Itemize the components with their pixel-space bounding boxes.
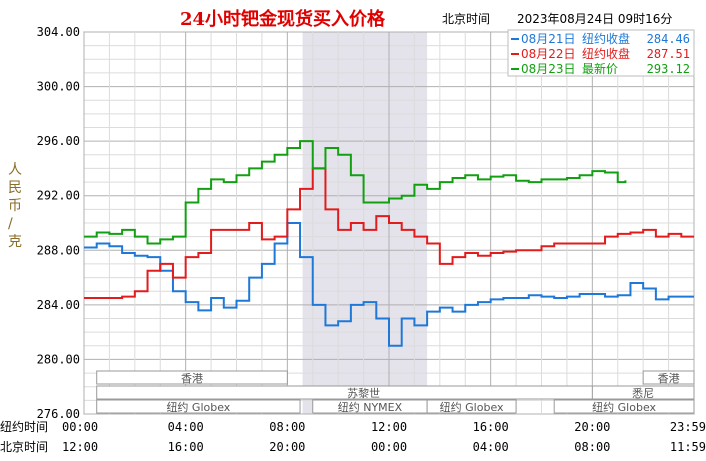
y-tick-label: 284.00 [37,298,80,312]
session-zurich-label: 苏黎世 [347,386,380,400]
y-axis-label-char: 克 [8,234,22,250]
time-tick-label: 08:00 [574,440,610,454]
time-tick-label: 11:59 [670,440,706,454]
session-globex-2-bar [426,399,517,414]
y-tick-label: 296.00 [37,134,80,148]
y-axis-label-char: 币 [8,198,22,214]
y-axis-label-char: / [8,216,13,232]
y-tick-label: 288.00 [37,243,80,257]
time-tick-label: 16:00 [168,440,204,454]
time-tick-label: 12:00 [371,420,407,434]
time-row-label: 北京时间 [0,440,48,454]
time-tick-label: 00:00 [62,420,98,434]
legend-value: 293.12 [647,62,690,76]
time-tick-label: 00:00 [371,440,407,454]
series-line-08月23日 [84,140,627,245]
y-axis-label: 人民币 / 克 [8,162,22,250]
time-row-label: 纽约时间 [0,419,48,434]
legend-date: 08月22日 [521,47,576,61]
y-tick-labels: 276.00 280.00 284.00 288.00 292.00 296.00 300.… [37,25,80,421]
series-lines [84,140,694,347]
time-tick-label: 12:00 [62,440,98,454]
timezone-label: 北京时间 [442,12,490,26]
y-axis-label-char: 人 [8,162,22,178]
session-globex-1-label: 纽约 Globex [166,400,230,414]
time-tick-label: 04:00 [473,440,509,454]
chart-title: 24小时钯金现货买入价格 [180,8,386,30]
time-tick-label: 08:00 [269,420,305,434]
legend-date: 08月23日 [521,62,576,76]
time-tick-label: 20:00 [269,440,305,454]
y-tick-label: 280.00 [37,352,80,366]
session-globex-2-label: 纽约 Globex [440,400,504,414]
time-tick-label: 16:00 [473,420,509,434]
y-tick-label: 276.00 [37,407,80,421]
session-hongkong-bar [96,370,288,385]
y-tick-label: 292.00 [37,189,80,203]
session-globex-3-label: 纽约 Globex [592,400,656,414]
timestamp: 2023年08月24日 09时16分 [517,12,672,26]
session-globex-1-bar [96,399,301,414]
time-tick-label: 20:00 [574,420,610,434]
time-tick-label: 23:59 [670,420,706,434]
y-axis-label-char: 民 [8,180,22,196]
legend-value: 287.51 [647,47,690,61]
legend-label: 纽约收盘 [582,46,630,61]
series-line-08月22日 [84,167,694,300]
time-tick-label: 04:00 [168,420,204,434]
legend: 08月21日 纽约收盘 284.46 08月22日 纽约收盘 287.51 08月23日 最新… [507,29,695,77]
session-sydney-bar [591,385,695,400]
session-hongkong-2-bar [642,370,695,385]
session-sydney-label: 悉尼 [632,387,654,400]
session-globex-3-bar [553,399,695,414]
session-nymex-label: 纽约 NYMEX [338,400,403,414]
legend-box [507,29,695,77]
legend-label: 纽约收盘 [582,31,630,46]
legend-value: 284.46 [647,32,690,46]
y-tick-label: 304.00 [37,25,80,39]
y-tick-label: 300.00 [37,80,80,94]
session-hongkong-2-label: 香港 [658,372,680,385]
legend-label: 最新价 [582,61,618,76]
legend-date: 08月21日 [521,32,576,46]
series-line-08月21日 [84,222,694,347]
session-hongkong-label: 香港 [181,372,203,385]
time-axes: 纽约时间 00:00 04:00 08:00 12:00 16:00 20:00 23:59 北… [0,419,706,454]
